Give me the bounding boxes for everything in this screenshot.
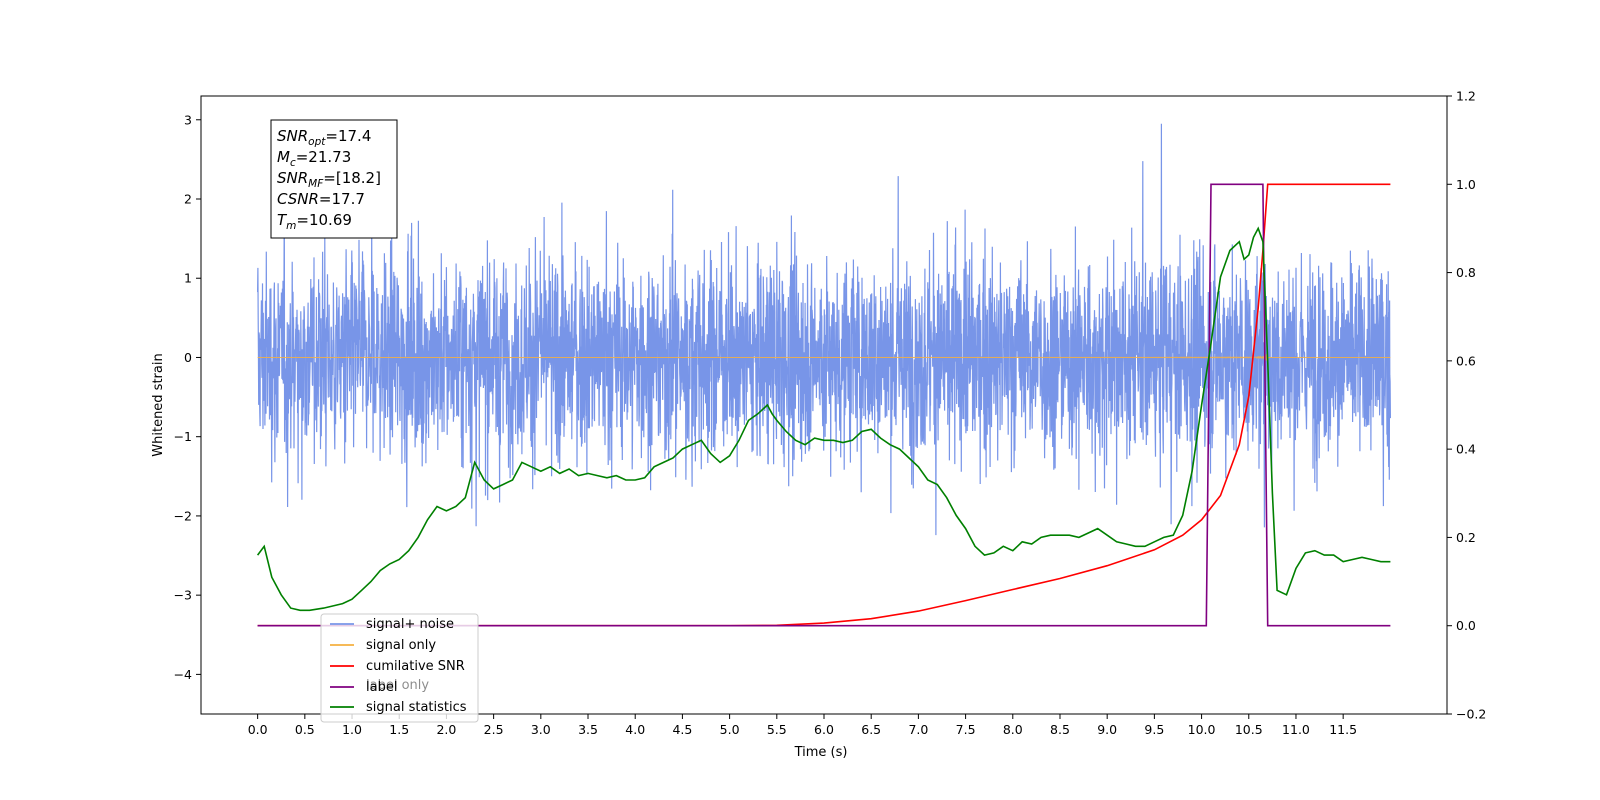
legend-entry: signal only [366, 638, 436, 653]
series-label [257, 183, 1391, 627]
x-tick-label: 7.0 [908, 722, 928, 737]
x-tick-label: 3.5 [578, 722, 598, 737]
legend-entry: label [366, 680, 397, 695]
y-left-tick-label: −2 [174, 508, 192, 523]
legend-frame [320, 613, 479, 723]
y-right-tick-label: 0.0 [1456, 618, 1476, 633]
y-right-tick-label: 0.8 [1456, 265, 1476, 280]
y-right-tick-label: 0.6 [1456, 353, 1476, 368]
x-tick-label: 0.5 [295, 722, 315, 737]
y-right-axis-ticks: 1.2 1.0 0.8 0.6 0.4 0.2 0.0 −0.2 [1447, 89, 1486, 722]
x-tick-label: 6.0 [814, 722, 834, 737]
legend: signal+ noise signal only cumilative SNR la… [320, 613, 479, 723]
x-tick-label: 11.0 [1282, 722, 1310, 737]
series-signal-only [257, 354, 1391, 362]
annotation-line: Mc=21.73 [277, 148, 351, 169]
x-tick-label: 10.5 [1235, 722, 1263, 737]
series-signal-statistics [256, 226, 1391, 612]
x-tick-label: 1.0 [342, 722, 362, 737]
y-left-tick-label: 0 [184, 350, 192, 365]
legend-entry: label only [366, 678, 429, 693]
annotation-box: SNRopt=17.4Mc=21.73SNRMF=[18.2]CSNR=17.7… [270, 119, 398, 239]
y-left-tick-label: 3 [184, 112, 192, 127]
y-left-tick-label: 1 [184, 271, 192, 286]
x-tick-label: 1.5 [389, 722, 409, 737]
y-right-tick-label: 0.4 [1456, 442, 1476, 457]
x-tick-label: 7.5 [956, 722, 976, 737]
x-tick-label: 10.0 [1188, 722, 1216, 737]
x-tick-label: 11.5 [1329, 722, 1357, 737]
y-right-tick-label: 1.0 [1456, 177, 1476, 192]
x-axis-ticks: 0.0 0.5 1.0 1.5 2.0 2.5 3.0 3.5 4.0 4.5 5.0 5.5 6.0 6… [248, 714, 1357, 737]
x-tick-label: 5.0 [720, 722, 740, 737]
series-signal-plus-noise [257, 123, 1391, 536]
y-left-axis-ticks: 3 2 1 0 −1 −2 −3 −4 [174, 112, 201, 682]
y-left-tick-label: −1 [174, 429, 192, 444]
y-axis-label: Whitened strain [151, 353, 166, 456]
y-left-tick-label: 2 [184, 192, 192, 207]
x-tick-label: 9.0 [1097, 722, 1117, 737]
x-tick-label: 2.5 [484, 722, 504, 737]
annotation-frame [270, 119, 398, 239]
y-right-tick-label: −0.2 [1456, 707, 1486, 722]
y-right-tick-label: 1.2 [1456, 89, 1476, 104]
x-tick-label: 5.5 [767, 722, 787, 737]
x-tick-label: 8.5 [1050, 722, 1070, 737]
annotation-line: SNRMF=[18.2] [277, 169, 381, 190]
annotation-line: Tm=10.69 [277, 211, 352, 232]
x-tick-label: 3.0 [531, 722, 551, 737]
y-left-tick-label: −3 [174, 588, 192, 603]
series-cumulative-snr [257, 183, 1391, 627]
y-right-tick-label: 0.2 [1456, 530, 1476, 545]
x-tick-label: 0.0 [248, 722, 268, 737]
x-tick-label: 4.0 [625, 722, 645, 737]
x-tick-label: 4.5 [672, 722, 692, 737]
x-tick-label: 8.0 [1003, 722, 1023, 737]
x-tick-label: 2.0 [436, 722, 456, 737]
annotation-line: CSNR=17.7 [277, 190, 365, 208]
legend-entry: cumilative SNR [366, 659, 465, 674]
x-tick-label: 9.5 [1144, 722, 1164, 737]
annotation-line: SNRopt=17.4 [277, 127, 371, 148]
x-tick-label: 6.5 [861, 722, 881, 737]
x-axis-label: Time (s) [794, 745, 848, 760]
y-left-tick-label: −4 [174, 667, 192, 682]
legend-entry: signal+ noise [366, 617, 454, 632]
legend-entry: signal statistics [366, 700, 467, 715]
plot-area [256, 123, 1391, 627]
